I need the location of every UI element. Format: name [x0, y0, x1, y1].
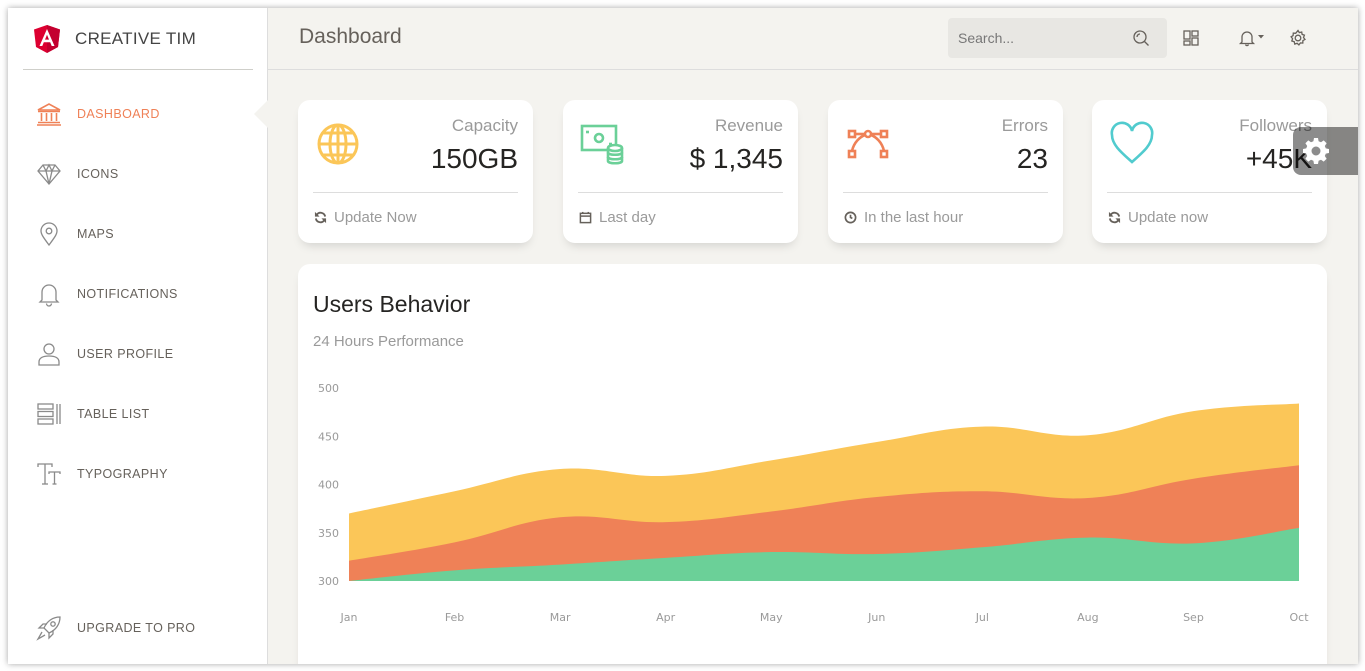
gear-icon[interactable] [1288, 28, 1308, 48]
bell-icon [1238, 31, 1264, 47]
sidebar-item-label: MAPS [77, 227, 115, 241]
x-tick-label: Jan [340, 611, 358, 624]
x-tick-label: Mar [550, 611, 571, 624]
stat-label: Errors [1001, 116, 1048, 135]
sidebar-nav: DASHBOARD ICONS MAPS [8, 84, 268, 504]
search-box [948, 18, 1167, 58]
upgrade-to-pro[interactable]: UPGRADE TO PRO [8, 598, 268, 658]
stat-value: $ 1,345 [689, 143, 783, 174]
sidebar-item-maps[interactable]: MAPS [8, 204, 268, 264]
stat-footer-text: Update Now [334, 209, 417, 226]
divider [843, 192, 1048, 193]
sidebar-item-label: TYPOGRAPHY [77, 467, 168, 481]
stat-footer-link[interactable]: Update Now [313, 209, 417, 226]
user-icon [34, 339, 64, 369]
stat-footer-link[interactable]: In the last hour [843, 209, 963, 226]
search-input[interactable] [948, 30, 1123, 46]
stat-footer-text: Update now [1128, 209, 1209, 226]
sidebar-item-label: ICONS [77, 167, 119, 181]
sidebar-item-label: UPGRADE TO PRO [77, 621, 196, 635]
chart-subtitle: 24 Hours Performance [313, 333, 464, 350]
stat-footer-text: In the last hour [864, 209, 964, 226]
x-tick-label: May [760, 611, 783, 624]
rocket-icon [34, 613, 64, 643]
app-window: CREATIVE TIM DASHBOARD [8, 8, 1358, 664]
stat-footer-text: Last day [599, 209, 656, 226]
refresh-icon [1107, 211, 1121, 225]
x-tick-label: Aug [1077, 611, 1098, 624]
diamond-icon [34, 159, 64, 189]
sidebar-item-typography[interactable]: TYPOGRAPHY [8, 444, 268, 504]
sidebar-item-icons[interactable]: ICONS [8, 144, 268, 204]
stat-value: +45K [1245, 143, 1312, 174]
x-tick-label: Jun [867, 611, 885, 624]
typography-icon [34, 459, 64, 489]
page-title: Dashboard [299, 25, 402, 48]
stat-value: 150GB [430, 143, 518, 174]
search-icon[interactable] [1131, 28, 1151, 48]
users-behavior-card: Users Behavior 24 Hours Performance 300 3… [298, 264, 1327, 664]
y-tick-label: 500 [318, 382, 339, 395]
divider [313, 192, 518, 193]
divider [578, 192, 783, 193]
bank-icon [34, 99, 64, 129]
y-tick-label: 300 [318, 575, 339, 588]
sidebar-item-dashboard[interactable]: DASHBOARD [8, 84, 268, 144]
sidebar: CREATIVE TIM DASHBOARD [8, 8, 268, 664]
stat-card-capacity: Capacity 150GB Update Now [298, 100, 533, 243]
clock-icon [843, 211, 857, 225]
active-item-caret [254, 99, 269, 129]
layout-grid-icon[interactable] [1181, 28, 1201, 48]
chart-title: Users Behavior [313, 291, 471, 317]
stat-footer-link[interactable]: Update now [1107, 209, 1208, 226]
top-navbar: Dashboard [268, 8, 1358, 70]
sidebar-item-upgrade[interactable]: UPGRADE TO PRO [8, 598, 268, 658]
sidebar-item-label: TABLE LIST [77, 407, 150, 421]
stat-card-errors: Errors 23 In the last hour [828, 100, 1063, 243]
fixed-plugin-settings[interactable] [1293, 127, 1358, 175]
x-tick-label: Oct [1289, 611, 1309, 624]
sidebar-item-label: NOTIFICATIONS [77, 287, 178, 301]
money-coins-icon [580, 124, 624, 165]
calendar-icon [578, 211, 592, 225]
refresh-icon [313, 211, 327, 225]
divider [1107, 192, 1312, 193]
brand[interactable]: CREATIVE TIM [23, 8, 253, 70]
x-tick-label: Apr [656, 611, 676, 624]
stat-value: 23 [1016, 143, 1048, 174]
y-tick-label: 400 [318, 479, 339, 492]
y-tick-label: 350 [318, 527, 339, 540]
stat-card-revenue: Revenue $ 1,345 Last day [563, 100, 798, 243]
stat-label: Followers [1239, 116, 1312, 135]
users-behavior-chart: 300 350 400 450 500 Jan Feb Mar Apr May Jun Jul Aug S… [318, 382, 1309, 624]
brand-name: CREATIVE TIM [75, 28, 197, 48]
angular-logo-icon [34, 24, 60, 53]
heart-icon [1110, 121, 1154, 164]
area-series-3 [349, 527, 1299, 581]
stat-card-followers: Followers +45K Update now [1092, 100, 1327, 243]
sidebar-item-table-list[interactable]: TABLE LIST [8, 384, 268, 444]
map-pin-icon [34, 219, 64, 249]
vector-icon [847, 129, 889, 159]
sidebar-item-label: USER PROFILE [77, 347, 174, 361]
x-tick-label: Sep [1183, 611, 1204, 624]
bell-icon [34, 279, 64, 309]
sidebar-item-notifications[interactable]: NOTIFICATIONS [8, 264, 268, 324]
sidebar-item-label: DASHBOARD [77, 107, 160, 121]
stat-label: Capacity [451, 116, 518, 135]
table-list-icon [34, 399, 64, 429]
sidebar-item-user-profile[interactable]: USER PROFILE [8, 324, 268, 384]
notifications-dropdown[interactable] [1238, 28, 1268, 48]
stat-footer-link[interactable]: Last day [578, 209, 656, 226]
x-tick-label: Feb [445, 611, 464, 624]
gear-icon [1303, 138, 1329, 164]
x-tick-label: Jul [975, 611, 989, 624]
y-tick-label: 450 [318, 430, 339, 443]
stat-label: Revenue [714, 116, 783, 135]
globe-icon [317, 123, 359, 165]
